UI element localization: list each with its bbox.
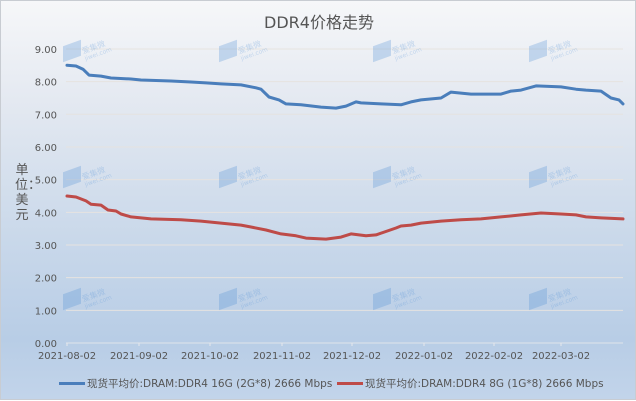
legend-label-8g: 现货平均价:DRAM:DDR4 8G (1G*8) 2666 Mbps <box>365 378 604 390</box>
watermark-logo-icon <box>63 165 81 189</box>
x-tick-label: 2021-08-02 <box>38 351 96 362</box>
y-tick-label: 3.00 <box>35 241 57 252</box>
watermark-logo-icon <box>529 165 547 189</box>
watermark: 爱集微 jiwei.com <box>219 287 269 310</box>
y-tick-label: 6.00 <box>35 143 57 154</box>
data-lines <box>65 63 625 241</box>
watermark: 爱集微 jiwei.com <box>373 287 423 310</box>
watermark: 爱集微 jiwei.com <box>63 165 113 188</box>
legend-swatch-red <box>337 382 363 385</box>
watermark: 爱集微 jiwei.com <box>63 287 113 310</box>
line-ddr4-8g <box>65 194 625 241</box>
x-tick-label: 2021-11-02 <box>253 351 311 362</box>
line-ddr4-16g <box>65 63 625 110</box>
y-tick-label: 0.00 <box>35 339 57 350</box>
watermark-logo-icon <box>529 39 547 63</box>
x-tick-label: 2022-01-02 <box>395 351 453 362</box>
watermark: 爱集微 jiwei.com <box>529 165 579 188</box>
y-tick-label: 9.00 <box>35 45 57 56</box>
y-axis-ticks: 0.00 1.00 2.00 3.00 4.00 5.00 6.00 7.00 8.00 9.00 <box>35 45 57 350</box>
x-tick-label: 2022-03-02 <box>532 351 590 362</box>
watermark: 爱集微 jiwei.com <box>219 165 269 188</box>
legend: 现货平均价:DRAM:DDR4 16G (2G*8) 2666 Mbps 现货平… <box>1 376 636 392</box>
y-tick-label: 4.00 <box>35 208 57 219</box>
watermark-logo-icon <box>219 165 237 189</box>
x-tick-label: 2021-10-02 <box>181 351 239 362</box>
watermark-logo-icon <box>373 287 391 311</box>
x-tick-label: 2022-02-02 <box>465 351 523 362</box>
watermark: 爱集微 jiwei.com <box>373 39 423 62</box>
y-tick-label: 2.00 <box>35 274 57 285</box>
watermark: 爱集微 jiwei.com <box>63 39 113 62</box>
watermark-logo-icon <box>219 39 237 63</box>
watermark: 爱集微 jiwei.com <box>529 287 579 310</box>
x-tick-label: 2021-12-02 <box>323 351 381 362</box>
x-axis-ticks: 2021-08-02 2021-09-02 2021-10-02 2021-11-02… <box>38 351 590 362</box>
watermark-logo-icon <box>63 287 81 311</box>
watermark: 爱集微 jiwei.com <box>219 39 269 62</box>
legend-swatch-blue <box>59 382 85 385</box>
y-tick-label: 8.00 <box>35 78 57 89</box>
watermark-logo-icon <box>219 287 237 311</box>
y-tick-label: 7.00 <box>35 110 57 121</box>
watermark: 爱集微 jiwei.com <box>529 39 579 62</box>
chart-title: DDR4价格走势 <box>264 13 374 32</box>
watermark-logo-icon <box>529 287 547 311</box>
watermark-logo-icon <box>373 39 391 63</box>
legend-item-16g[interactable]: 现货平均价:DRAM:DDR4 16G (2G*8) 2666 Mbps <box>59 376 332 391</box>
y-tick-label: 1.00 <box>35 306 57 317</box>
watermark-logo-icon <box>373 165 391 189</box>
y-tick-label: 5.00 <box>35 176 57 187</box>
x-tick-label: 2021-09-02 <box>110 351 168 362</box>
legend-label-16g: 现货平均价:DRAM:DDR4 16G (2G*8) 2666 Mbps <box>87 378 333 390</box>
watermark: 爱集微 jiwei.com <box>373 165 423 188</box>
watermark-logo-icon <box>63 39 81 63</box>
legend-item-8g[interactable]: 现货平均价:DRAM:DDR4 8G (1G*8) 2666 Mbps <box>337 376 604 391</box>
